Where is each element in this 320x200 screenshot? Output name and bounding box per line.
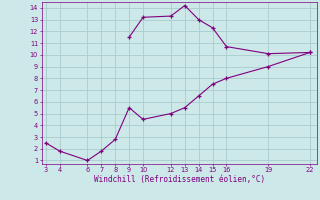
- X-axis label: Windchill (Refroidissement éolien,°C): Windchill (Refroidissement éolien,°C): [94, 175, 265, 184]
